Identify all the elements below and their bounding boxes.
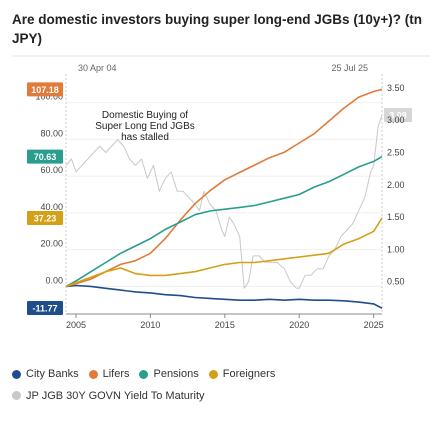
left-tick-label: 20.00 [40, 239, 63, 249]
series-line-foreigners [65, 217, 383, 288]
series-line-lifers [65, 88, 383, 288]
value-tag-text: 37.23 [34, 213, 57, 223]
legend-label: Lifers [102, 368, 130, 380]
right-tick-label: 1.50 [387, 212, 405, 222]
value-tag-text: 107.18 [31, 85, 59, 95]
value-tag-bg [27, 210, 63, 225]
legend-label: JP JGB 30Y GOVN Yield To Maturity [26, 389, 205, 402]
value-tag-bg [384, 108, 412, 123]
series-lines [65, 88, 383, 309]
legend-swatch [88, 369, 98, 379]
right-tick-label: 0.50 [387, 277, 405, 287]
legend-item: City Banks [12, 364, 79, 384]
series-line-pensions [65, 155, 383, 288]
x-axis: 2005 2010 2015 2020 2025 [66, 313, 384, 330]
legend-swatch [139, 369, 149, 379]
left-tick-label: 40.00 [40, 202, 63, 212]
date-marker-label: 30 Apr 04 [78, 63, 117, 73]
value-tag-text: -11.77 [32, 304, 57, 314]
legend-item: Lifers [88, 364, 130, 384]
x-tick-label: 2005 [66, 320, 86, 330]
legend-label: Pensions [153, 368, 199, 380]
value-tag-bg [27, 301, 63, 316]
annotation-line: has stalled [121, 132, 169, 143]
right-tick-label: 1.00 [387, 244, 405, 254]
x-tick-label: 2010 [140, 320, 160, 330]
left-tick-label: 100.00 [35, 92, 63, 102]
legend-swatch [208, 369, 218, 379]
value-tag-lifers: 107.18 [27, 82, 63, 97]
legend-item: JP JGB 30Y GOVN Yield To Maturity [12, 386, 205, 406]
legend-swatch [12, 391, 21, 400]
right-tick-label: 3.50 [387, 83, 405, 93]
left-tick-label: 80.00 [40, 128, 63, 138]
annotation-line: Domestic Buying of [102, 110, 188, 121]
left-axis: 0.00 20.00 40.00 60.00 80.00 100.00 -11.77 107.… [27, 82, 412, 316]
right-tick-label: 2.50 [387, 148, 405, 158]
date-markers: 30 Apr 04 25 Jul 25 [65, 63, 383, 314]
value-tag-bg [27, 149, 63, 164]
value-tag-foreigners: 37.23 [27, 210, 63, 225]
right-tick-label: 3.00 [387, 115, 405, 125]
value-tag-jp-jgb-30y-govn-yield-to-maturity: 3.08 [384, 108, 412, 123]
annotation-line: Super Long End JGBs [95, 121, 195, 132]
left-tick-label: 60.00 [40, 165, 63, 175]
value-tag-text: 70.63 [34, 152, 57, 162]
x-tick-label: 2020 [289, 320, 309, 330]
x-tick-label: 2025 [364, 320, 384, 330]
plot-grid [12, 55, 430, 287]
right-tick-label: 2.00 [387, 180, 405, 190]
legend-item: Foreigners [208, 364, 276, 384]
value-tag-text: 3.08 [389, 111, 407, 121]
legend: City Banks Lifers Pensions Foreigners JP JGB… [12, 364, 432, 407]
series-line-jp-jgb-30y-govn-yield-to-maturity [65, 114, 383, 289]
right-axis: 0.50 1.00 1.50 2.00 2.50 3.00 3.50 [387, 83, 405, 287]
date-marker-label: 25 Jul 25 [331, 63, 368, 73]
chart-svg: 30 Apr 04 25 Jul 25 0.00 20.00 40.00 60.00 80… [12, 55, 430, 330]
legend-swatch [12, 369, 21, 379]
legend-label: City Banks [26, 368, 79, 380]
value-tag-pensions: 70.63 [27, 149, 63, 164]
value-tag-bg [27, 82, 63, 97]
legend-label: Foreigners [222, 368, 276, 380]
value-tag-city-banks: -11.77 [27, 301, 63, 316]
legend-item: Pensions [139, 364, 199, 384]
series-line-city-banks [65, 284, 383, 309]
chart-title: Are domestic investors buying super long… [12, 12, 422, 46]
x-tick-label: 2015 [215, 320, 235, 330]
left-tick-label: 0.00 [45, 275, 63, 285]
